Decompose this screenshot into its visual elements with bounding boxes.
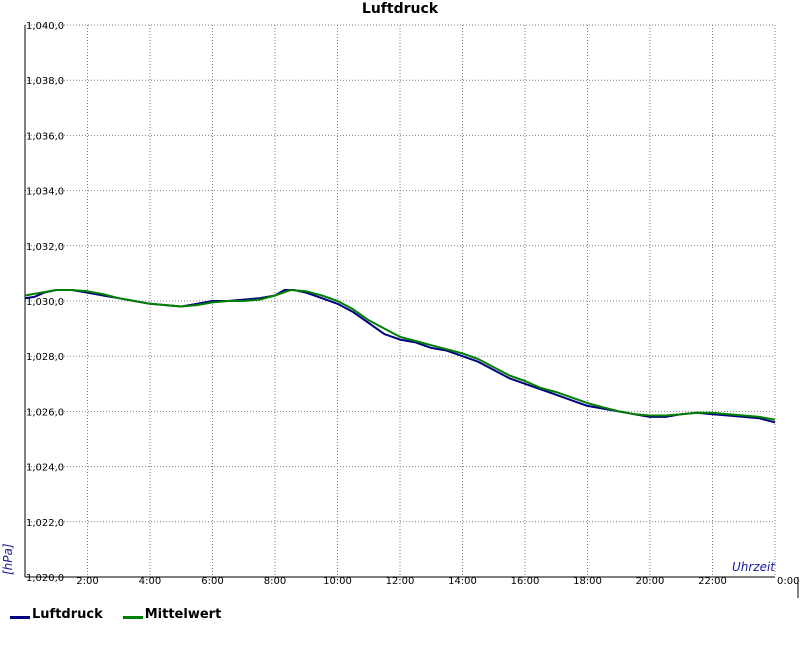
x-tick-label: 20:00 (636, 576, 665, 587)
legend: Luftdruck Mittelwert (10, 607, 221, 622)
x-tick-label: 10:00 (323, 576, 352, 587)
y-tick-label: 1,032,0 (26, 242, 64, 253)
legend-item-mittelwert: Mittelwert (122, 607, 222, 622)
legend-label-luftdruck: Luftdruck (32, 607, 103, 622)
y-tick-label: 1,034,0 (26, 187, 64, 198)
x-tick-label: 2:00 (76, 576, 98, 587)
legend-item-luftdruck: Luftdruck (10, 607, 103, 622)
y-tick-label: 1,028,0 (26, 352, 64, 363)
y-axis-ticks: 1,020,0 1,022,0 1,024,0 1,026,0 1,028,0 1,030… (26, 21, 64, 584)
y-axis-label: [hPa] (1, 543, 15, 575)
x-axis-label: Uhrzeit (732, 560, 776, 574)
grid (24, 24, 799, 598)
x-tick-label: 4:00 (139, 576, 161, 587)
series-layer (24, 289, 776, 424)
y-tick-label: 1,022,0 (26, 518, 64, 529)
x-tick-label: 8:00 (264, 576, 286, 587)
x-tick-label: 6:00 (201, 576, 223, 587)
y-tick-label: 1,026,0 (26, 407, 64, 418)
y-tick-label: 1,020,0 (26, 573, 64, 584)
x-axis-ticks: 2:00 4:00 6:00 8:00 10:00 12:00 14:00 16:00 18:0… (76, 576, 799, 587)
x-tick-label: 14:00 (448, 576, 477, 587)
x-tick-label: 0:00 (777, 576, 799, 587)
legend-swatch-mittelwert (122, 616, 143, 619)
series-line-mittelwert (24, 289, 776, 421)
y-tick-label: 1,036,0 (26, 131, 64, 142)
x-tick-label: 12:00 (386, 576, 415, 587)
y-tick-label: 1,024,0 (26, 463, 64, 474)
y-tick-label: 1,040,0 (26, 21, 64, 32)
x-tick-label: 22:00 (698, 576, 727, 587)
x-tick-label: 18:00 (573, 576, 602, 587)
legend-label-mittelwert: Mittelwert (144, 607, 222, 622)
y-tick-label: 1,030,0 (26, 297, 64, 308)
x-tick-label: 16:00 (511, 576, 540, 587)
chart-title: Luftdruck (362, 1, 439, 17)
y-tick-label: 1,038,0 (26, 76, 64, 87)
legend-swatch-luftdruck (10, 616, 30, 619)
